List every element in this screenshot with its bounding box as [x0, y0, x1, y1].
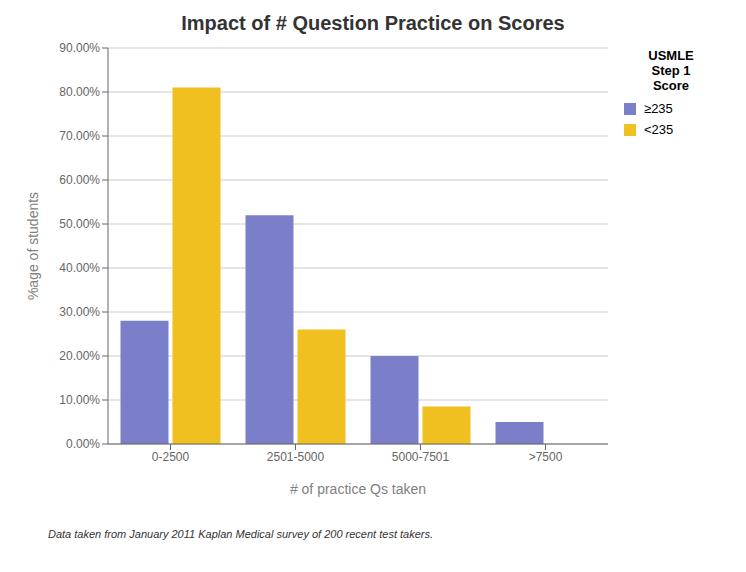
html-text:Impact of # Question Practice: Impact of # Question Practice on Scores [181, 12, 565, 34]
svg-text:50.00%: 50.00% [59, 217, 100, 231]
svg-text:# of practice Qs taken: # of practice Qs taken [290, 481, 426, 497]
svg-text:70.00%: 70.00% [59, 129, 100, 143]
svg-text:10.00%: 10.00% [59, 393, 100, 407]
svg-text:5000-7501: 5000-7501 [392, 450, 450, 464]
html-text:Data taken from January 2011 K: Data taken from January 2011 Kaplan Medi… [48, 528, 433, 540]
svg-text:90.00%: 90.00% [59, 41, 100, 55]
html-text:Score: Score [652, 78, 690, 93]
html-text:Step 1: Step 1 [651, 63, 691, 78]
svg-text:80.00%: 80.00% [59, 85, 100, 99]
html-text:≥235: ≥235 [644, 101, 673, 116]
svg-text:>7500: >7500 [529, 450, 563, 464]
svg-text:0-2500: 0-2500 [152, 450, 190, 464]
html-text:<235: <235 [644, 122, 674, 137]
svg-text:2501-5000: 2501-5000 [267, 450, 325, 464]
html-text:USMLE: USMLE [648, 48, 694, 63]
svg-text:30.00%: 30.00% [59, 305, 100, 319]
svg-text:0.00%: 0.00% [66, 437, 100, 451]
svg-text:20.00%: 20.00% [59, 349, 100, 363]
svg-text:40.00%: 40.00% [59, 261, 100, 275]
svg-text:%age of students: %age of students [25, 192, 41, 300]
svg-text:60.00%: 60.00% [59, 173, 100, 187]
